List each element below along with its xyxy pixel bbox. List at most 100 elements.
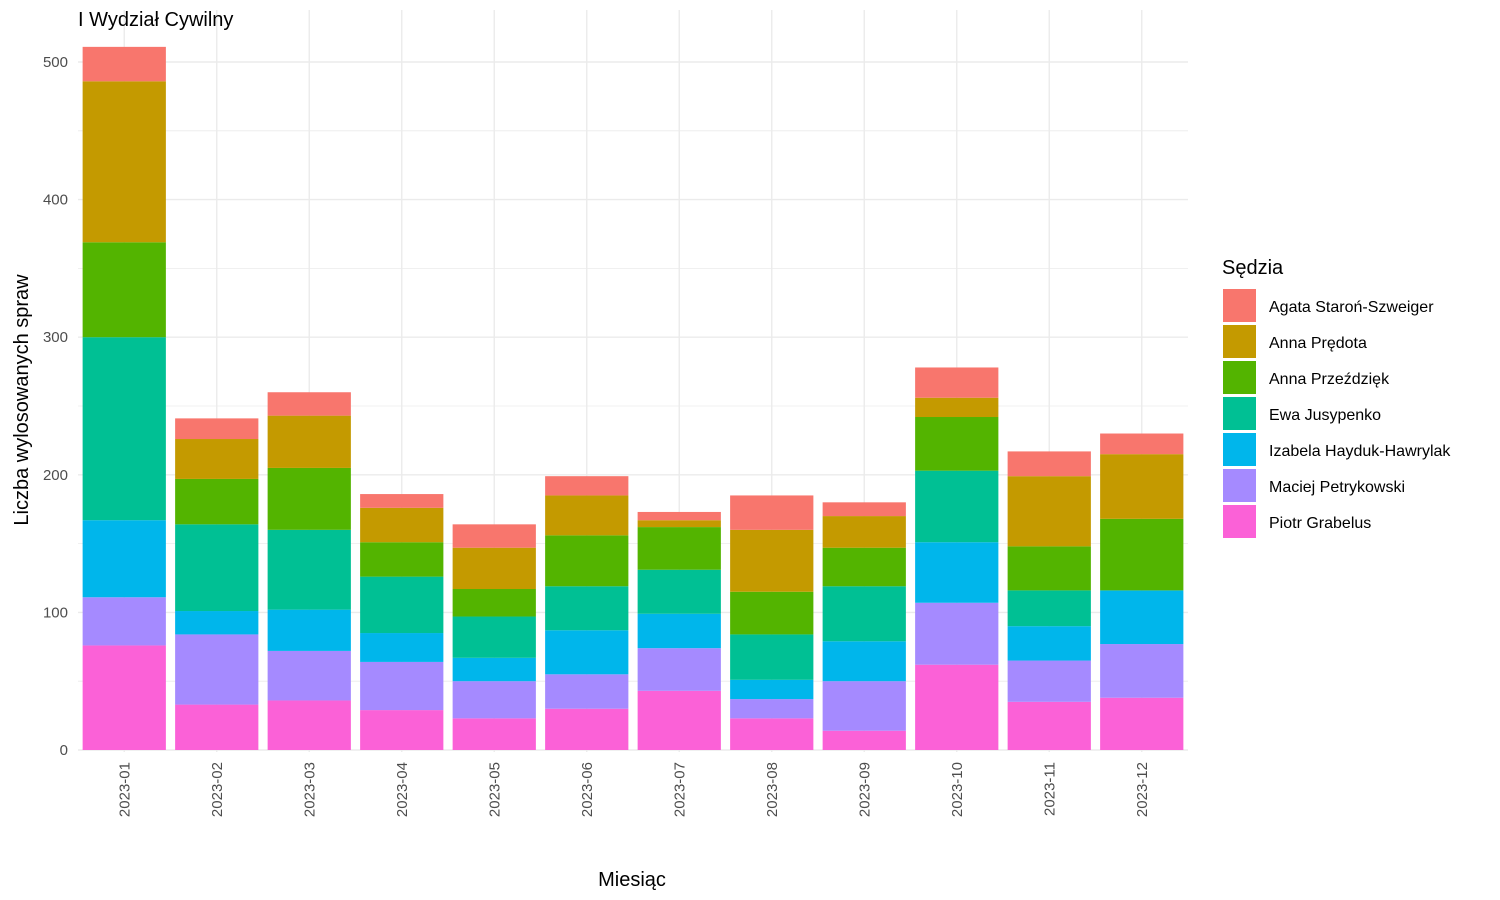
bar-segment (360, 494, 444, 508)
bar-segment (545, 476, 629, 496)
bar-segment (637, 690, 721, 750)
bar-segment (267, 609, 351, 651)
legend-label: Agata Staroń-Szweiger (1269, 299, 1434, 316)
legend-title: Sędzia (1222, 257, 1284, 279)
legend-label: Izabela Hayduk-Hawrylak (1269, 443, 1451, 460)
bar-segment (175, 634, 259, 705)
bars (82, 46, 1184, 750)
bar-segment (637, 648, 721, 691)
bar-segment (267, 467, 351, 530)
y-tick-label: 400 (43, 192, 68, 209)
legend-label: Piotr Grabelus (1269, 515, 1371, 532)
bar-segment (637, 527, 721, 570)
bar-segment (545, 630, 629, 675)
bar-segment (267, 392, 351, 416)
bar-segment (452, 524, 536, 548)
bar-segment (730, 679, 814, 700)
bar-segment (82, 242, 166, 338)
y-axis-title: Liczba wylosowanych spraw (11, 274, 33, 526)
bar-segment (452, 616, 536, 658)
bar-segment (730, 634, 814, 680)
bar-segment (730, 718, 814, 750)
x-tick-label: 2023-06 (579, 762, 596, 817)
bar-segment (915, 397, 999, 418)
y-tick-label: 500 (43, 54, 68, 71)
legend-swatch (1223, 325, 1256, 358)
bar-segment (175, 704, 259, 750)
bar-segment (267, 415, 351, 468)
y-tick-label: 100 (43, 604, 68, 621)
bar-segment (267, 650, 351, 701)
bar-segment (1100, 433, 1184, 455)
x-tick-label: 2023-07 (671, 762, 688, 817)
bar-segment (175, 611, 259, 635)
bar-segment (82, 645, 166, 750)
x-tick-label: 2023-08 (764, 762, 781, 817)
bar-segment (822, 730, 906, 750)
bar-segment (637, 569, 721, 614)
bar-segment (1007, 660, 1091, 702)
bar-segment (175, 439, 259, 479)
bar-segment (452, 547, 536, 590)
bar-segment (822, 502, 906, 517)
x-tick-label: 2023-04 (394, 762, 411, 817)
bar-segment (82, 46, 166, 82)
bar-segment (730, 529, 814, 592)
bar-segment (915, 367, 999, 398)
y-tick-label: 200 (43, 467, 68, 484)
legend-swatch (1223, 433, 1256, 466)
bar-segment (637, 613, 721, 649)
legend-label: Maciej Petrykowski (1269, 479, 1405, 496)
legend-items: Agata Staroń-Szweiger Anna Prędota Anna Pr… (1223, 289, 1451, 538)
bar-segment (730, 699, 814, 719)
legend-swatch (1223, 505, 1256, 538)
bar-segment (82, 337, 166, 521)
bar-segment (545, 674, 629, 709)
bar-segment (1007, 451, 1091, 477)
bar-segment (1100, 518, 1184, 591)
y-axis-ticks: 0 100 200 300 400 500 (43, 54, 68, 759)
bar-segment (637, 520, 721, 528)
bar-segment (1007, 626, 1091, 661)
bar-segment (360, 507, 444, 543)
legend-swatch (1223, 397, 1256, 430)
bar-segment (545, 535, 629, 587)
bar-segment (1007, 701, 1091, 750)
bar-segment (545, 586, 629, 631)
bar-segment (360, 576, 444, 634)
bar-segment (915, 664, 999, 750)
bar-segment (822, 641, 906, 682)
x-tick-label: 2023-01 (116, 762, 133, 817)
x-tick-label: 2023-12 (1134, 762, 1151, 817)
bar-segment (822, 516, 906, 548)
bar-segment (915, 470, 999, 543)
bar-segment (1007, 590, 1091, 627)
bar-segment (822, 586, 906, 642)
bar-segment (1100, 644, 1184, 698)
legend-label: Anna Przeździęk (1269, 371, 1390, 388)
bar-segment (822, 681, 906, 731)
x-axis-ticks: 2023-01 2023-02 2023-03 2023-04 2023-05 2023-… (116, 762, 1151, 817)
chart-title: I Wydział Cywilny (78, 9, 233, 31)
y-tick-label: 300 (43, 329, 68, 346)
bar-segment (267, 700, 351, 750)
bar-segment (637, 511, 721, 521)
bar-segment (452, 681, 536, 719)
legend-label: Ewa Jusypenko (1269, 407, 1381, 424)
bar-segment (730, 495, 814, 530)
bar-segment (915, 602, 999, 665)
bar-segment (360, 710, 444, 750)
bar-segment (545, 708, 629, 750)
legend: Sędzia Agata Staroń-Szweiger Anna Prędota… (1222, 257, 1451, 538)
x-tick-label: 2023-11 (1041, 762, 1058, 816)
bar-segment (82, 597, 166, 646)
bar-segment (1100, 697, 1184, 750)
x-tick-label: 2023-05 (486, 762, 503, 817)
bar-segment (360, 633, 444, 662)
x-tick-label: 2023-09 (856, 762, 873, 817)
bar-segment (1007, 476, 1091, 547)
bar-segment (452, 718, 536, 750)
x-tick-label: 2023-03 (301, 762, 318, 817)
x-tick-label: 2023-02 (209, 762, 226, 817)
